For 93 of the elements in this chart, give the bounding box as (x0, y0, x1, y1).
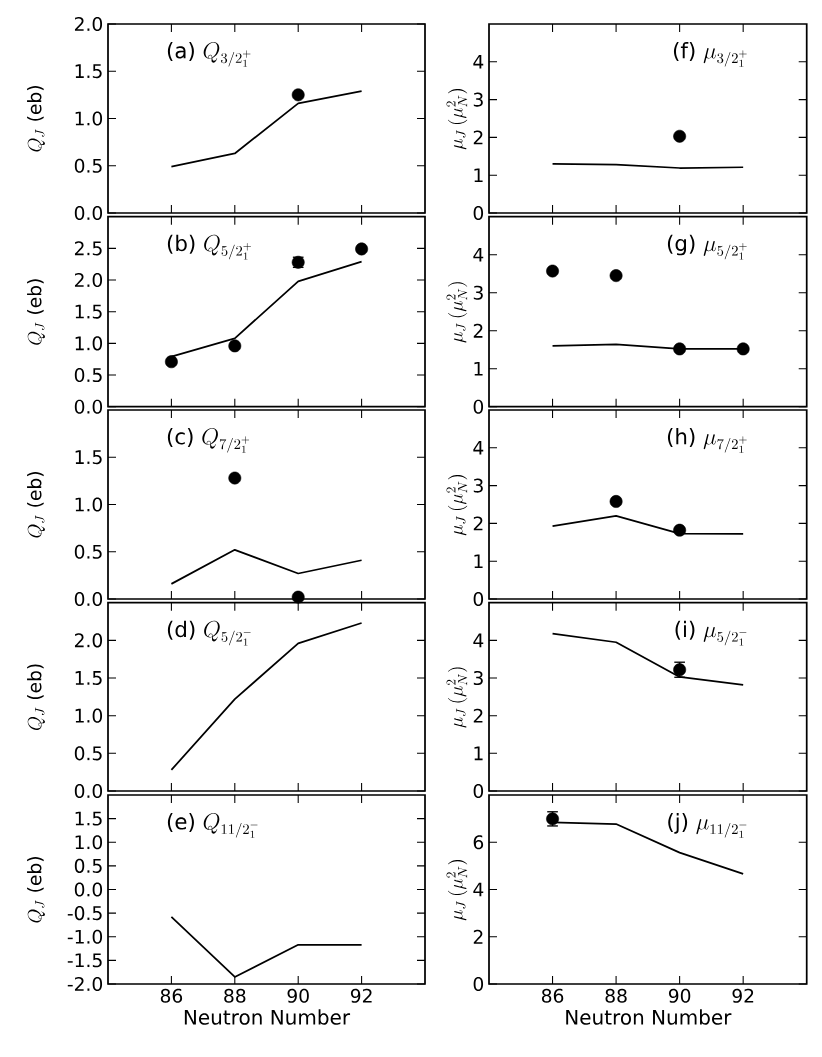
y-axis-title: $\mu_J\,(\mu_N^2)$ (446, 475, 468, 536)
y-tick-label: 2.0 (74, 633, 103, 648)
y-tick-label: 3 (473, 478, 483, 493)
x-tick-label: 92 (732, 988, 754, 1003)
y-axis-title: $\mu_J\,(\mu_N^2)$ (446, 667, 468, 728)
y-axis-title: $Q_J\ \textrm{(eb)}$ (27, 279, 45, 345)
y-tick-label: 0.5 (74, 158, 102, 173)
y-tick-label: 1.0 (75, 708, 103, 723)
x-axis-title: Neutron Number (184, 1009, 351, 1025)
point (165, 355, 178, 369)
y-tick-label: 6 (473, 835, 484, 850)
y-tick-label: 4 (473, 247, 484, 262)
text: $\textrm{(d)}\ Q_{5/2_1^-}$ (167, 620, 251, 646)
line-series (551, 514, 745, 535)
y-tick-label: 1.5 (75, 671, 102, 685)
text: $\textrm{(e)}\ Q_{11/2_1^-}$ (167, 813, 258, 838)
y-tick-label: 0.0 (74, 591, 103, 607)
y-tick-label: 1 (474, 554, 483, 568)
text: $\textrm{(j)}\ \mu_{11/2_1^-}$ (668, 813, 747, 838)
y-tick-label: 0.0 (74, 205, 103, 221)
line-series (170, 622, 363, 771)
y-tick-label: 2.0 (74, 16, 103, 32)
point (673, 342, 687, 356)
text: $\textrm{(a)}\ Q_{3/2_1^+}$ (167, 42, 251, 67)
y-tick-label: 0 (473, 783, 484, 799)
y-tick-label: 4 (473, 633, 484, 648)
y-tick-label: 0.0 (74, 399, 103, 414)
x-tick-label: 90 (287, 988, 309, 1003)
y-axis-title: $Q_J\ \textrm{(eb)}$ (27, 86, 45, 152)
point (228, 339, 242, 353)
y-tick-label: 0.5 (74, 858, 102, 873)
y-tick-label: 1 (474, 361, 483, 376)
line-series (170, 548, 363, 585)
y-axis-title: $Q_J\ \textrm{(eb)}$ (27, 664, 45, 730)
y-tick-label: 0 (473, 205, 484, 221)
y-tick-label: 1.0 (75, 497, 103, 512)
y-axis-title: $Q_J\ \textrm{(eb)}$ (27, 472, 45, 538)
y-tick-label: 2 (473, 708, 483, 723)
text: $\textrm{(c)}\ Q_{7/2_1^+}$ (167, 428, 250, 453)
y-tick-label: 4 (473, 54, 484, 69)
point (609, 269, 623, 283)
x-tick-label: 86 (160, 988, 183, 1003)
y-tick-label: 0.5 (74, 367, 102, 383)
x-tick-label: 88 (605, 988, 627, 1003)
y-tick-label: 0 (473, 399, 484, 414)
x-tick-label: 86 (541, 988, 564, 1003)
y-tick-label: 2 (473, 929, 483, 944)
y-tick-label: 1.0 (75, 336, 103, 351)
y-tick-label: 1.0 (75, 111, 103, 126)
text: $\textrm{(g)}\ \mu_{5/2_1^+}$ (667, 234, 747, 260)
y-tick-label: 0.5 (74, 746, 102, 761)
point (546, 264, 559, 278)
y-tick-label: 1 (474, 746, 483, 761)
point (355, 242, 369, 256)
x-axis-title: Neutron Number (566, 1009, 732, 1025)
y-tick-label: 4 (473, 440, 484, 455)
y-tick-label: 4 (473, 882, 484, 897)
y-axis-title: $\mu_J\,(\mu_N^2)$ (446, 282, 468, 343)
x-tick-label: 88 (224, 988, 246, 1003)
y-tick-label: 2 (473, 516, 483, 531)
y-tick-label: 1.5 (75, 304, 102, 319)
text: $\textrm{(b)}\ Q_{5/2_1^+}$ (167, 234, 251, 260)
y-tick-label: 2 (473, 323, 483, 338)
y-axis-title: $Q_J\ \textrm{(eb)}$ (27, 857, 45, 923)
y-axis-title: $\mu_J\,(\mu_N^2)$ (446, 89, 468, 150)
y-tick-label: -2.0 (67, 976, 103, 992)
line-series (170, 90, 363, 168)
y-tick-label: 1 (474, 168, 483, 182)
y-tick-label: 3 (473, 670, 483, 686)
y-tick-label: 2.0 (74, 272, 103, 288)
y-tick-label: 2 (473, 130, 483, 145)
y-tick-label: 2.5 (74, 241, 102, 256)
y-tick-label: 3 (473, 92, 483, 107)
y-tick-label: -1.5 (67, 953, 102, 968)
y-tick-label: 3 (473, 285, 483, 300)
text: $\textrm{(i)}\ \mu_{5/2_1^-}$ (675, 620, 747, 646)
y-tick-label: 1.5 (75, 811, 102, 826)
y-tick-label: 0.5 (74, 544, 102, 559)
y-tick-label: -0.5 (67, 906, 102, 921)
point (736, 342, 750, 356)
x-tick-label: 92 (350, 988, 372, 1003)
y-tick-label: 1.0 (75, 835, 103, 850)
y-tick-label: 1.5 (75, 64, 102, 79)
text: $\textrm{(h)}\ \mu_{7/2_1^+}$ (667, 428, 747, 453)
y-axis-title: $\mu_J\,(\mu_N^2)$ (446, 860, 468, 921)
y-tick-label: 1.5 (75, 450, 102, 465)
y-tick-label: 0 (473, 591, 484, 607)
text: $\textrm{(f)}\ \mu_{3/2_1^+}$ (673, 42, 747, 67)
x-tick-label: 90 (668, 988, 691, 1003)
y-tick-label: 0.0 (74, 783, 103, 799)
y-tick-label: 0.0 (74, 882, 103, 897)
y-tick-label: 0 (473, 976, 484, 992)
y-tick-label: -1.0 (67, 929, 103, 944)
